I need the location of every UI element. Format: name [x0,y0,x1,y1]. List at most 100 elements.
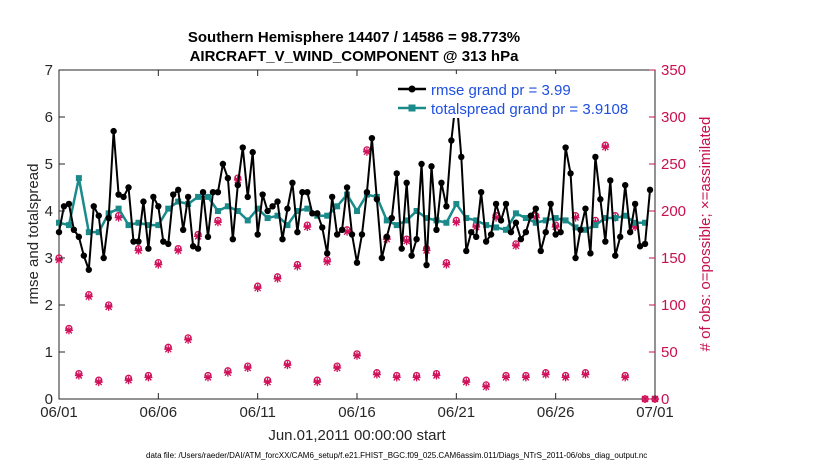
right-tick-label: 0 [661,391,669,408]
rmse-point [482,238,490,245]
totalspread-point [602,215,609,222]
right-tick-label: 150 [661,250,686,267]
rmse-point [145,245,152,252]
totalspread-point [642,219,649,226]
totalspread-point [214,208,221,214]
obs-assimilated-point [134,246,143,255]
rmse-point [229,236,237,243]
right-tick-label: 50 [661,344,678,361]
obs-assimilated-point [94,378,103,387]
totalspread-point [175,198,182,205]
obs-assimilated-point [333,363,342,372]
rmse-point [175,186,182,194]
x-axis-ticks: 06/01 06/06 06/11 06/16 06/21 06/26 07/01 [40,70,674,421]
rmse-point [125,184,132,191]
rmse-point [557,228,564,236]
rmse-point [537,247,544,255]
totalspread-point [572,224,579,231]
rmse-point [85,266,93,273]
totalspread-point [393,222,400,229]
rmse-point [324,250,331,257]
rmse-point [110,127,117,135]
obs-assimilated-point [551,222,560,231]
rmse-point [194,245,202,252]
obs-assimilated-point [293,262,302,271]
obs-assimilated-point [273,274,282,283]
obs-assimilated-point [84,292,93,301]
obs-assimilated-point [55,255,63,264]
rmse-point [636,243,644,250]
obs-assimilated-point [511,241,520,250]
obs-assimilated-point [362,147,371,156]
x-tick-label: 06/21 [438,404,476,421]
obs-assimilated-point [492,213,501,222]
rmse-point [542,228,549,236]
totalspread-point [592,222,599,229]
totalspread-point [542,217,549,224]
rmse-point [413,236,420,243]
obs-assimilated-point [263,378,272,387]
rmse-point [522,228,530,236]
left-tick-label: 1 [45,344,53,361]
rmse-point [582,205,589,212]
obs-assimilated-point [303,222,312,231]
totalspread-point [622,212,629,219]
rmse-point [612,252,619,259]
totalspread-point [224,203,231,210]
totalspread-point [234,208,241,214]
rmse-point [165,240,172,248]
rmse-point [353,259,361,266]
obs-assimilated-point [124,376,133,385]
rmse-point [155,203,162,210]
obs-assimilated-point [502,373,510,382]
rmse-point [170,191,177,198]
rmse-point [259,191,266,198]
totalspread-point [95,229,102,236]
obs-assimilated-point [154,260,163,269]
rmse-point [294,228,301,236]
rmse-point [80,252,88,259]
obs-assimilated-point [571,213,580,222]
left-tick-label: 4 [45,203,53,220]
rmse-point [562,144,569,151]
rmse-point [433,226,440,233]
totalspread-point [75,175,82,182]
obs-assimilated-point [581,370,590,379]
x-axis-label: Jun.01,2011 00:00:00 start [268,427,446,444]
obs-assimilated-point [204,373,212,382]
obs-assimilated-point [482,382,491,391]
rmse-point [214,189,222,196]
rmse-point [438,179,445,186]
rmse-point [473,233,480,241]
rmse-point [224,174,232,182]
totalspread-point [254,205,261,212]
totalspread-point [56,219,62,226]
x-tick-label: 06/01 [40,404,78,421]
obs-assimilated-point [432,371,441,380]
rmse-point [448,137,455,144]
right-tick-label: 100 [661,297,686,314]
obs-assimilated-point [343,227,352,236]
obs-assimilated-point [621,373,630,382]
rmse-point [617,233,624,241]
right-tick-label: 200 [661,203,686,220]
rmse-point [487,231,495,238]
rmse-point [626,228,634,236]
totalspread-point [512,210,519,217]
obs-assimilated-point [184,335,193,344]
right-tick-label: 250 [661,156,686,173]
obs-assimilated-point [521,373,530,382]
x-tick-label: 06/06 [140,404,178,421]
obs-assimilated-point [372,370,381,379]
obs-assimilated-point [442,260,451,269]
x-tick-label: 06/26 [537,404,575,421]
totalspread-point [403,217,410,224]
rmse-point [160,238,167,245]
totalspread-point [304,205,311,212]
totalspread-point [552,215,559,222]
obs-assimilated-point [253,284,262,293]
rmse-point [328,193,336,201]
left-tick-label: 0 [45,391,53,408]
rmse-point [299,189,306,196]
